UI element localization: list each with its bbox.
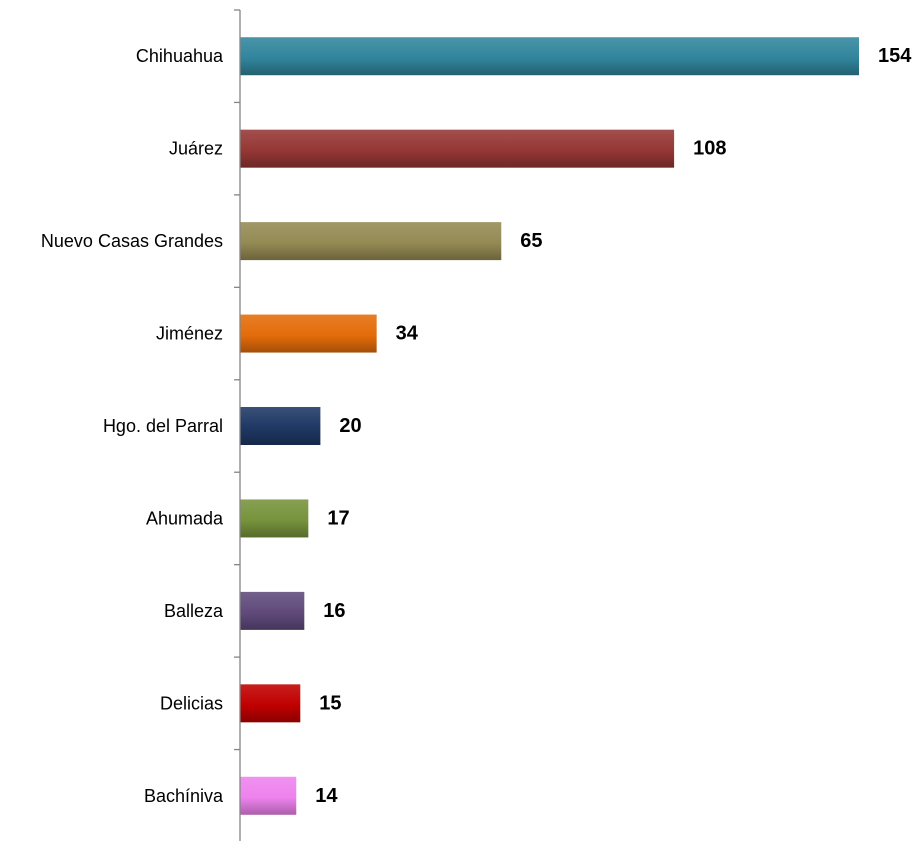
category-label-ahumada: Ahumada <box>146 508 224 528</box>
category-label-hgo-del-parral: Hgo. del Parral <box>103 416 223 436</box>
value-labels: 154 108 65 34 20 17 16 15 14 <box>315 45 912 807</box>
bars <box>240 37 859 815</box>
category-label-chihuahua: Chihuahua <box>136 46 224 66</box>
bar-delicias <box>240 684 301 723</box>
value-label-ahumada: 17 <box>327 507 349 529</box>
category-label-nuevo-casas-grandes: Nuevo Casas Grandes <box>41 231 223 251</box>
category-label-bachiniva: Bachíniva <box>144 786 224 806</box>
value-label-bachiniva: 14 <box>315 785 338 807</box>
category-label-delicias: Delicias <box>160 693 223 713</box>
bar-bachiniva <box>240 776 297 815</box>
value-label-hgo-del-parral: 20 <box>339 415 361 437</box>
category-label-juarez: Juárez <box>169 139 223 159</box>
axis-ticks <box>234 9 240 751</box>
value-label-delicias: 15 <box>319 692 341 714</box>
bar-ahumada <box>240 499 309 538</box>
value-label-chihuahua: 154 <box>878 45 912 67</box>
bar-chihuahua <box>240 37 859 76</box>
value-label-nuevo-casas-grandes: 65 <box>520 230 542 252</box>
category-labels: Chihuahua Juárez Nuevo Casas Grandes Jiméne… <box>41 46 224 806</box>
category-label-balleza: Balleza <box>164 601 224 621</box>
bar-jimenez <box>240 314 377 353</box>
bar-nuevo-casas-grandes <box>240 222 502 261</box>
category-label-jimenez: Jiménez <box>156 324 223 344</box>
bar-juarez <box>240 129 675 168</box>
value-label-balleza: 16 <box>323 600 345 622</box>
bar-balleza <box>240 591 305 630</box>
value-label-juarez: 108 <box>693 138 726 160</box>
value-label-jimenez: 34 <box>396 323 419 345</box>
bar-hgo-del-parral <box>240 407 321 445</box>
